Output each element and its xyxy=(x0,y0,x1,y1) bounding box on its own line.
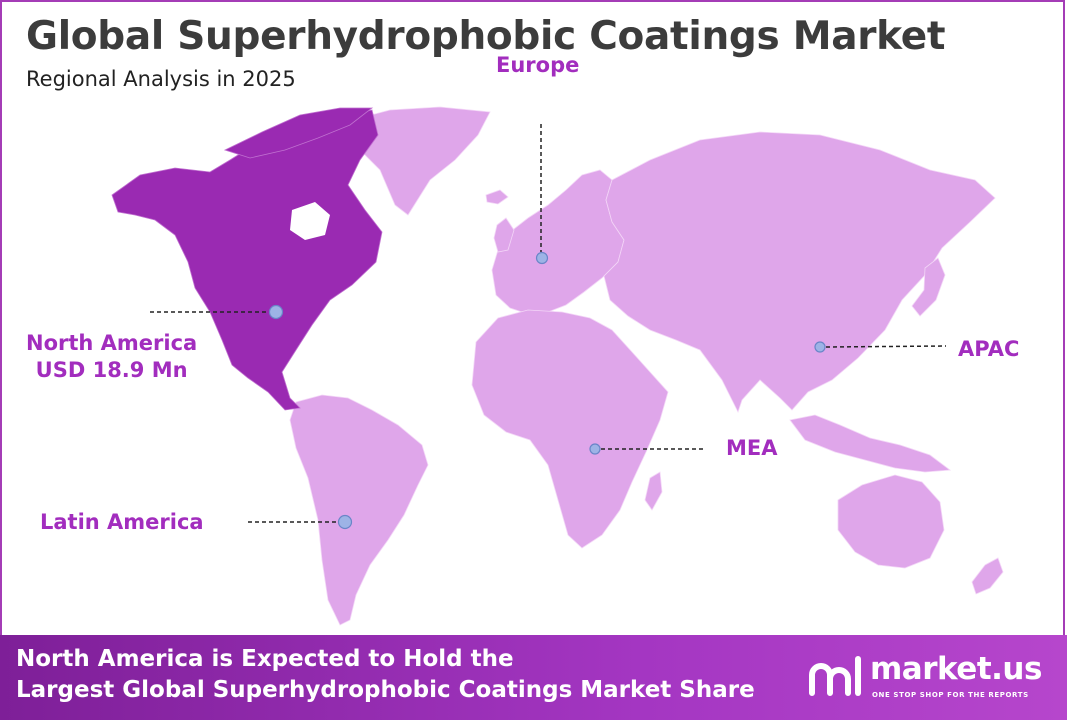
label-latin-america: Latin America xyxy=(40,509,204,536)
marker-apac xyxy=(814,341,826,353)
region-africa xyxy=(471,309,669,549)
label-north-america-name: North America xyxy=(26,331,198,355)
region-japan xyxy=(911,257,946,317)
region-new-zealand xyxy=(971,557,1004,595)
label-north-america-value: USD 18.9 Mn xyxy=(35,358,188,383)
marker-latin-america xyxy=(337,514,353,530)
region-europe xyxy=(491,169,625,315)
footer-banner: North America is Expected to Hold the La… xyxy=(0,635,1067,720)
label-europe: Europe xyxy=(496,52,579,79)
chart-frame xyxy=(0,0,1065,635)
label-europe-name: Europe xyxy=(496,53,580,77)
world-map xyxy=(111,106,1004,626)
marker-europe xyxy=(535,251,549,265)
footer-text: North America is Expected to Hold the La… xyxy=(16,644,755,706)
brand-tagline: ONE STOP SHOP FOR THE REPORTS xyxy=(872,691,1029,699)
region-uk xyxy=(493,217,515,253)
footer-line-2: Largest Global Superhydrophobic Coatings… xyxy=(16,677,755,703)
region-latin-america xyxy=(289,394,429,626)
marker-north-america xyxy=(268,304,284,320)
region-indonesia xyxy=(789,414,952,473)
region-greenland xyxy=(351,106,491,216)
label-latin-america-name: Latin America xyxy=(40,510,204,534)
footer-line-1: North America is Expected to Hold the xyxy=(16,646,514,672)
label-mea: MEA xyxy=(726,435,778,462)
page-subtitle: Regional Analysis in 2025 xyxy=(26,67,296,91)
leader-apac xyxy=(825,345,947,348)
marker-mea xyxy=(589,443,601,455)
region-iceland xyxy=(485,189,509,205)
label-apac-name: APAC xyxy=(958,337,1020,361)
region-asia xyxy=(603,131,996,414)
region-australia xyxy=(837,474,945,569)
label-apac: APAC xyxy=(958,336,1019,363)
label-north-america: North America USD 18.9 Mn xyxy=(26,330,197,385)
brand-name: market.us xyxy=(870,651,1042,687)
brand-block: market.us ONE STOP SHOP FOR THE REPORTS xyxy=(806,649,1056,709)
region-madagascar xyxy=(644,471,663,511)
market-us-logo-icon xyxy=(809,656,861,696)
region-arctic-islands xyxy=(223,107,374,159)
label-mea-name: MEA xyxy=(726,436,778,460)
page-title: Global Superhydrophobic Coatings Market xyxy=(26,14,946,59)
